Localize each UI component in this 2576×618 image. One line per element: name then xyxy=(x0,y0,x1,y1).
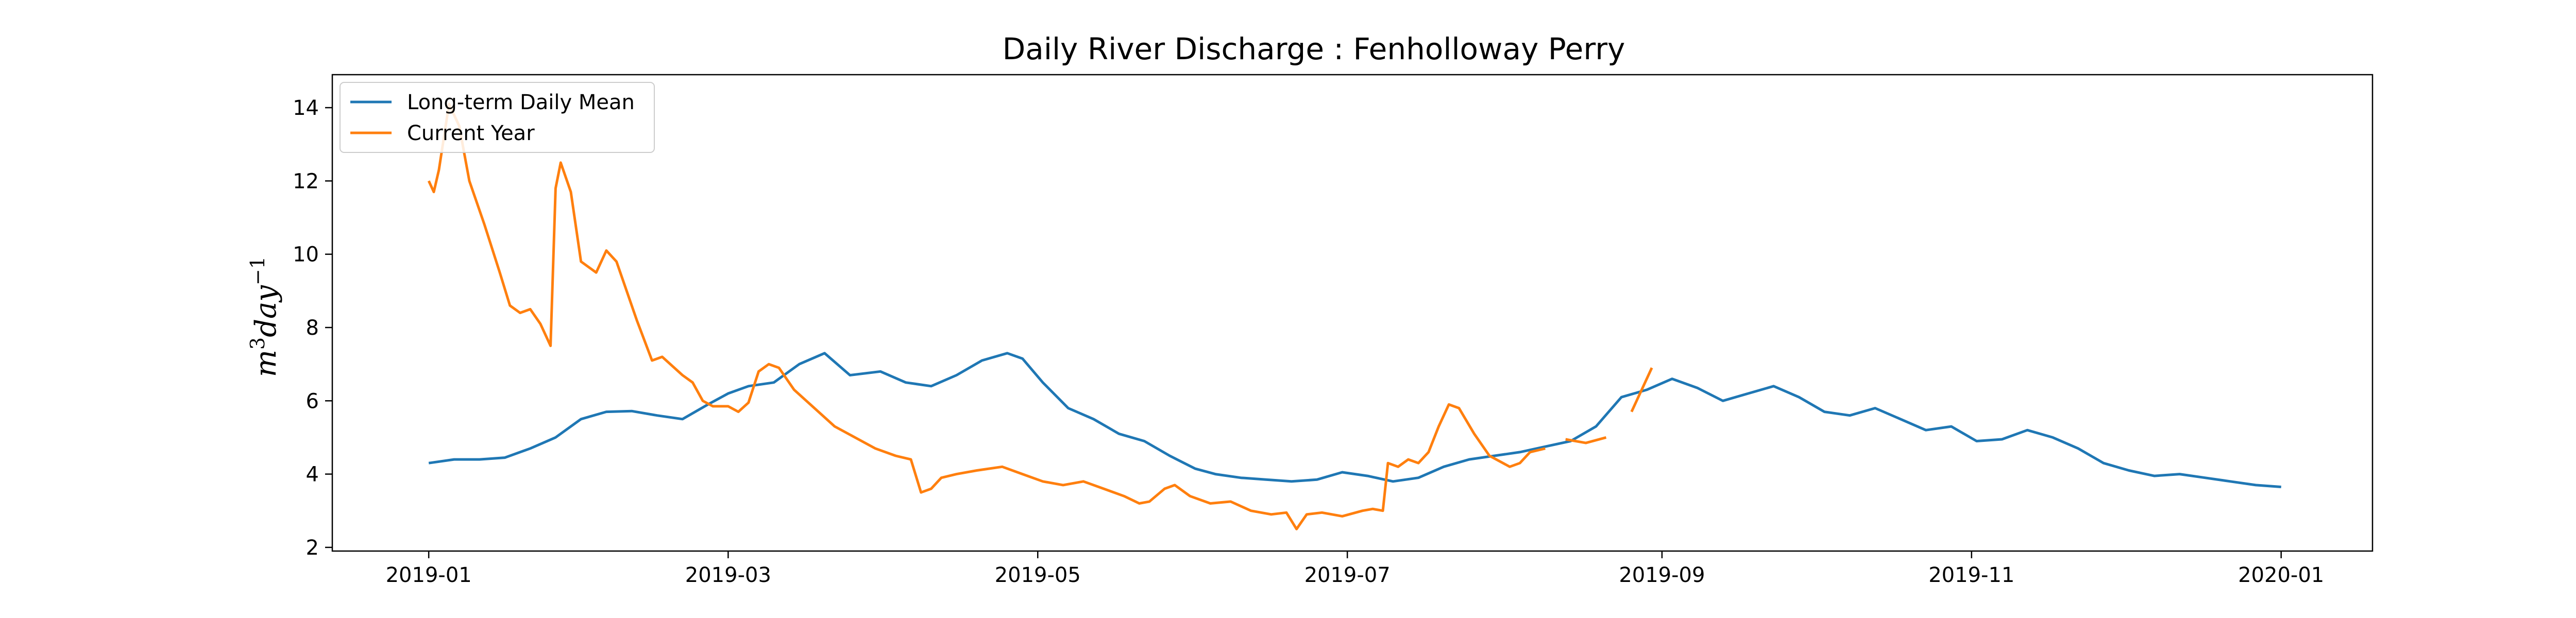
legend-box xyxy=(340,82,655,153)
series-line-long-term-mean xyxy=(428,352,2281,488)
y-axis-label: m3day−1 xyxy=(246,256,283,377)
series-line-current-year xyxy=(1630,367,1653,413)
series-line-current-year xyxy=(427,102,1546,530)
y-tick-label: 6 xyxy=(306,389,319,413)
y-tick-label: 4 xyxy=(306,463,319,487)
x-tick-label: 2019-03 xyxy=(685,563,771,587)
x-tick-label: 2019-11 xyxy=(1928,563,2014,587)
legend: Long-term Daily Mean Current Year xyxy=(340,82,655,153)
x-tick-label: 2020-01 xyxy=(2238,563,2324,587)
y-axis-label-base: m xyxy=(249,350,283,377)
series-line-current-year xyxy=(1565,436,1607,444)
x-tick-label: 2019-09 xyxy=(1619,563,1705,587)
x-tick-label: 2019-01 xyxy=(386,563,472,587)
x-tick-label: 2019-05 xyxy=(995,563,1081,587)
plot-frame xyxy=(331,74,2374,552)
y-tick-label: 8 xyxy=(306,316,319,340)
y-axis-label-sup: 3 xyxy=(246,337,269,350)
plot-lines xyxy=(427,102,2281,530)
y-tick-label: 2 xyxy=(306,536,319,560)
y-tick-label: 10 xyxy=(293,243,319,267)
axes-ticks: 2 4 6 8 10 12 14 2019-01 2019-03 2019-05 2019-07 20… xyxy=(293,96,2324,587)
y-axis-label-mid: day xyxy=(249,285,283,337)
legend-label-current-year: Current Year xyxy=(407,122,535,145)
y-tick-label: 14 xyxy=(293,96,319,120)
chart-title: Daily River Discharge : Fenholloway Perr… xyxy=(1003,31,1625,66)
x-tick-label: 2019-07 xyxy=(1304,563,1391,587)
y-axis-label-sup2: −1 xyxy=(246,256,269,285)
y-tick-label: 12 xyxy=(293,169,319,193)
legend-label-long-term-mean: Long-term Daily Mean xyxy=(407,91,635,114)
